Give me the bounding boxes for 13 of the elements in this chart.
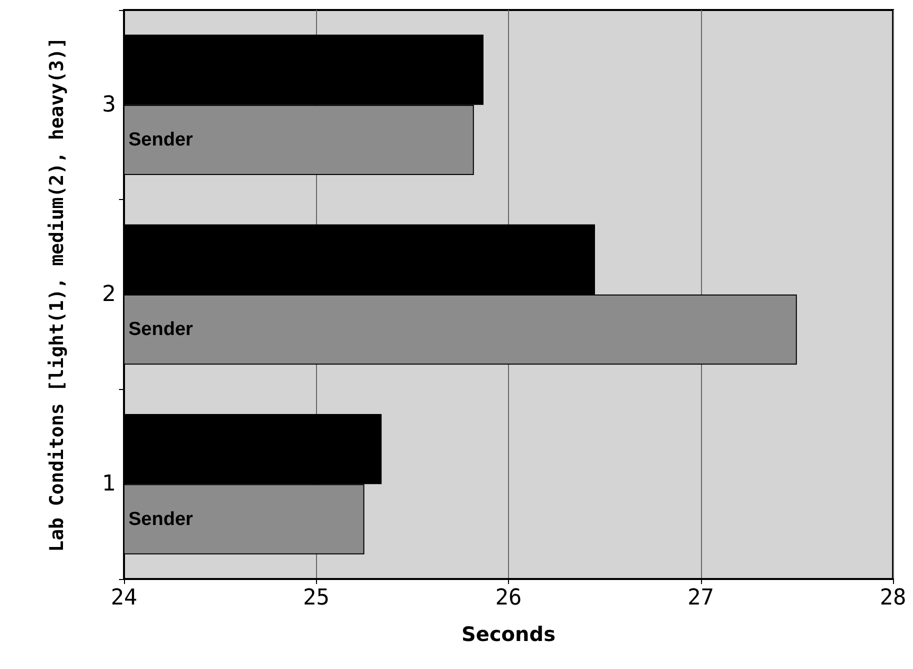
text: Sender bbox=[128, 508, 193, 530]
x-tick-label: 26 bbox=[495, 586, 522, 610]
x-tick-label: 24 bbox=[110, 586, 138, 610]
text: Sender bbox=[128, 319, 193, 340]
x-tick-label: 28 bbox=[880, 586, 906, 610]
y-axis-title: Lab Conditons [light(1), medium(2), heavy(3)] bbox=[46, 37, 68, 552]
x-tick-label: 25 bbox=[303, 586, 330, 610]
x-axis-title: Seconds bbox=[461, 622, 556, 646]
series-label: Sender bbox=[128, 129, 194, 150]
y-tick-label: 2 bbox=[102, 282, 116, 307]
y-tick-label: 1 bbox=[102, 472, 116, 497]
y-tick-label: 3 bbox=[102, 92, 116, 118]
x-tick-label: 27 bbox=[688, 586, 714, 610]
